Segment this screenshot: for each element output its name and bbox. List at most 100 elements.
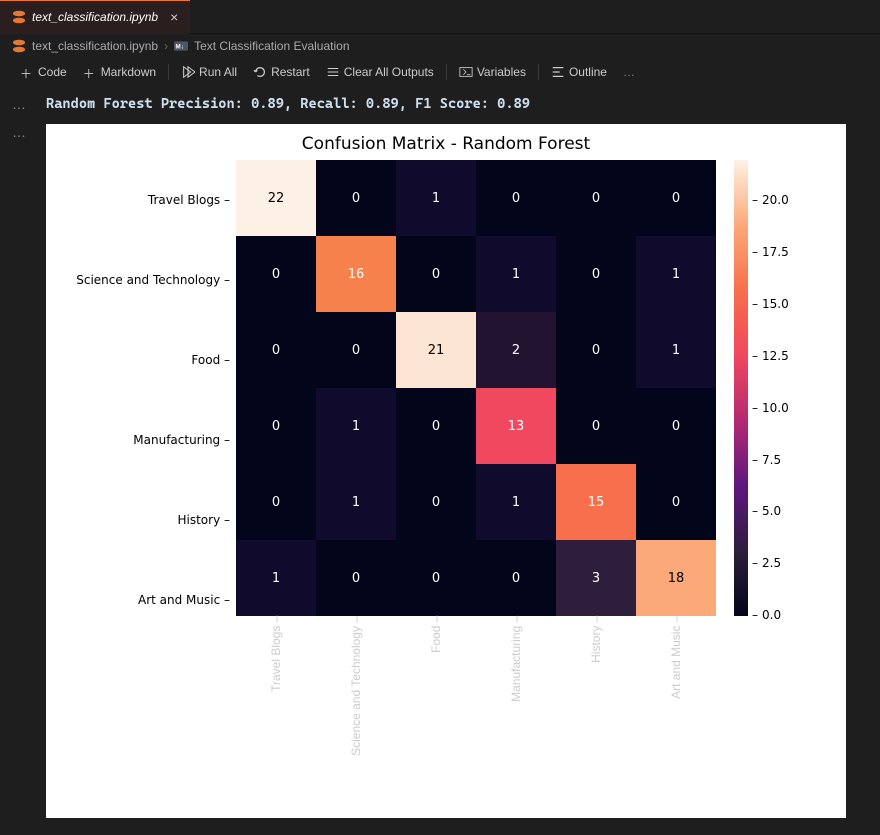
colorbar-tick: 7.5 <box>752 454 781 466</box>
heatmap-cell: 15 <box>556 464 636 540</box>
heatmap-cell: 0 <box>556 388 636 464</box>
heatmap-cell: 0 <box>236 312 316 388</box>
add-code-label: Code <box>38 65 67 79</box>
tab-bar: text_classification.ipynb × <box>0 0 880 34</box>
heatmap-cell: 0 <box>556 236 636 312</box>
tab-close-icon[interactable]: × <box>170 9 178 25</box>
x-label: Travel Blogs – <box>269 616 283 762</box>
notebook-toolbar: ＋ Code ＋ Markdown Run All Restart Clear … <box>0 58 880 86</box>
heatmap-cell: 0 <box>316 160 396 236</box>
clear-all-button[interactable]: Clear All Outputs <box>318 63 442 81</box>
outline-button[interactable]: Outline <box>543 63 615 81</box>
heatmap-cell: 0 <box>396 540 476 616</box>
colorbar-ticks: 20.017.515.012.510.07.55.02.50.0 <box>748 160 752 616</box>
toolbar-divider <box>446 64 447 80</box>
colorbar-tick: 0.0 <box>752 609 781 621</box>
heatmap-cell: 1 <box>316 388 396 464</box>
variables-icon <box>459 65 473 79</box>
editor-tab[interactable]: text_classification.ipynb × <box>0 0 190 34</box>
heatmap-cell: 0 <box>316 312 396 388</box>
x-axis-labels: Travel Blogs – Science and Technology – Fo… <box>236 616 716 762</box>
heatmap-cell: 0 <box>236 388 316 464</box>
heatmap-cell: 0 <box>236 464 316 540</box>
run-all-button[interactable]: Run All <box>173 63 245 81</box>
add-markdown-button[interactable]: ＋ Markdown <box>75 63 164 81</box>
heatmap-cell: 0 <box>556 312 636 388</box>
toolbar-divider <box>168 64 169 80</box>
colorbar-tick: 17.5 <box>752 246 789 258</box>
heatmap-cell: 1 <box>476 236 556 312</box>
heatmap-cell: 0 <box>636 464 716 540</box>
breadcrumb-separator: › <box>164 39 168 53</box>
colorbar-tick: 2.5 <box>752 557 781 569</box>
clear-all-icon <box>326 65 340 79</box>
breadcrumb-cell[interactable]: Text Classification Evaluation <box>194 39 349 53</box>
restart-button[interactable]: Restart <box>245 63 318 81</box>
gutter-ellipsis[interactable]: … <box>12 118 46 818</box>
y-label: History – <box>177 480 230 560</box>
y-axis-labels: Travel Blogs –Science and Technology –Fo… <box>56 160 236 616</box>
output-text: Random Forest Precision: 0.89, Recall: 0… <box>46 90 530 118</box>
y-label: Science and Technology – <box>76 240 230 320</box>
heatmap-cell: 1 <box>396 160 476 236</box>
heatmap-cell: 2 <box>476 312 556 388</box>
variables-label: Variables <box>477 65 526 79</box>
heatmap-cell: 0 <box>236 236 316 312</box>
heatmap-cell: 0 <box>636 388 716 464</box>
clear-all-label: Clear All Outputs <box>344 65 434 79</box>
y-label: Manufacturing – <box>133 400 230 480</box>
heatmap-cell: 0 <box>396 388 476 464</box>
heatmap-cell: 1 <box>236 540 316 616</box>
heatmap-cell: 0 <box>396 464 476 540</box>
breadcrumb-file[interactable]: text_classification.ipynb <box>32 39 158 53</box>
heatmap-cell: 0 <box>556 160 636 236</box>
add-code-button[interactable]: ＋ Code <box>12 63 75 81</box>
colorbar-tick: 12.5 <box>752 350 789 362</box>
run-all-icon <box>181 65 195 79</box>
variables-button[interactable]: Variables <box>451 63 534 81</box>
heatmap-cell: 13 <box>476 388 556 464</box>
colorbar <box>734 160 748 616</box>
cell-output-figure-row: … Confusion Matrix - Random Forest Trave… <box>0 118 880 818</box>
heatmap-cell: 1 <box>636 312 716 388</box>
notebook-icon <box>12 10 26 24</box>
x-label: History – <box>589 616 603 762</box>
toolbar-more-button[interactable]: … <box>615 63 643 81</box>
heatmap-cell: 0 <box>476 540 556 616</box>
y-label: Art and Music – <box>138 560 230 640</box>
heatmap-cell: 0 <box>316 540 396 616</box>
heatmap-cell: 16 <box>316 236 396 312</box>
run-all-label: Run All <box>199 65 237 79</box>
restart-label: Restart <box>271 65 310 79</box>
restart-icon <box>253 65 267 79</box>
gutter-ellipsis[interactable]: … <box>12 90 46 118</box>
plus-icon: ＋ <box>20 65 34 79</box>
heatmap-cell: 18 <box>636 540 716 616</box>
x-label: Science and Technology – <box>349 616 363 762</box>
svg-text:M↓: M↓ <box>176 43 184 50</box>
heatmap-cell: 0 <box>476 160 556 236</box>
x-label: Manufacturing – <box>509 616 523 762</box>
breadcrumb: text_classification.ipynb › M↓ Text Clas… <box>0 34 880 58</box>
y-label: Food – <box>191 320 230 400</box>
x-label: Art and Music – <box>669 616 683 762</box>
y-label: Travel Blogs – <box>148 160 230 240</box>
heatmap-cell: 0 <box>636 160 716 236</box>
x-label: Food – <box>429 616 443 762</box>
colorbar-tick: 15.0 <box>752 298 789 310</box>
heatmap-cell: 3 <box>556 540 636 616</box>
chart-title: Confusion Matrix - Random Forest <box>46 124 846 160</box>
outline-icon <box>551 65 565 79</box>
heatmap-cell: 1 <box>476 464 556 540</box>
heatmap-cell: 1 <box>636 236 716 312</box>
plus-icon: ＋ <box>83 65 97 79</box>
toolbar-divider <box>538 64 539 80</box>
outline-label: Outline <box>569 65 607 79</box>
markdown-cell-icon: M↓ <box>174 39 188 53</box>
heatmap-cell: 0 <box>396 236 476 312</box>
figure: Confusion Matrix - Random Forest Travel … <box>46 124 846 818</box>
notebook-icon <box>12 39 26 53</box>
colorbar-tick: 5.0 <box>752 505 781 517</box>
heatmap-cell: 21 <box>396 312 476 388</box>
heatmap-cell: 22 <box>236 160 316 236</box>
